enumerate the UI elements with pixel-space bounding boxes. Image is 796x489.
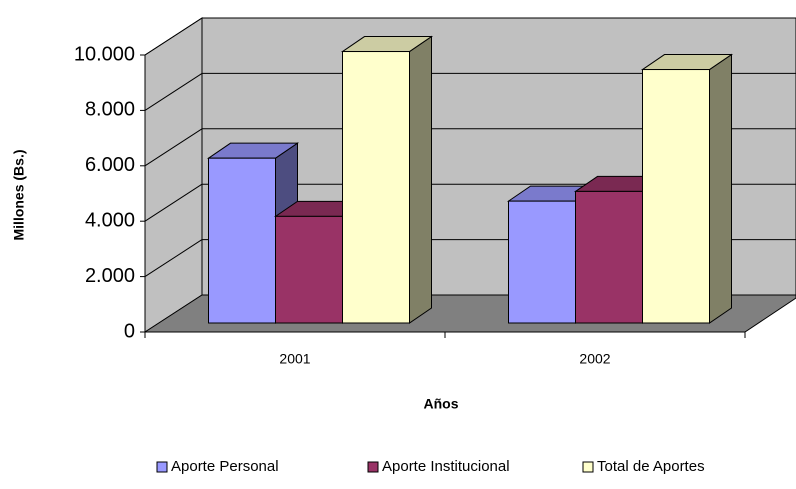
bar (575, 190, 643, 324)
grid-line (144, 72, 203, 111)
bar (342, 51, 410, 324)
legend-swatch (582, 461, 594, 473)
bar (508, 200, 576, 324)
grid-line (144, 128, 203, 167)
x-axis-title: Años (424, 396, 459, 412)
grid-line (144, 17, 203, 56)
bar (275, 215, 343, 324)
grid-line (144, 239, 203, 278)
y-tick-label: 10.000 (74, 43, 135, 65)
bar (642, 69, 710, 324)
x-tick-label: 2001 (279, 351, 310, 367)
legend-label: Total de Aportes (597, 458, 705, 475)
bar (208, 157, 276, 324)
legend-swatch (156, 461, 168, 473)
bar-side (409, 35, 432, 324)
y-axis-title: Millones (Bs.) (11, 149, 27, 240)
grid-line (144, 183, 203, 222)
side-wall (144, 17, 203, 333)
y-tick-label: 4.000 (85, 209, 135, 231)
bar-side (709, 53, 732, 324)
y-tick-label: 6.000 (85, 154, 135, 176)
y-tick-label: 0 (124, 320, 135, 342)
legend-label: Aporte Institucional (382, 458, 510, 475)
x-tick-label: 2002 (579, 351, 610, 367)
y-tick-label: 8.000 (85, 99, 135, 121)
y-tick-label: 2.000 (85, 265, 135, 287)
legend-swatch (367, 461, 379, 473)
legend-label: Aporte Personal (171, 458, 279, 475)
